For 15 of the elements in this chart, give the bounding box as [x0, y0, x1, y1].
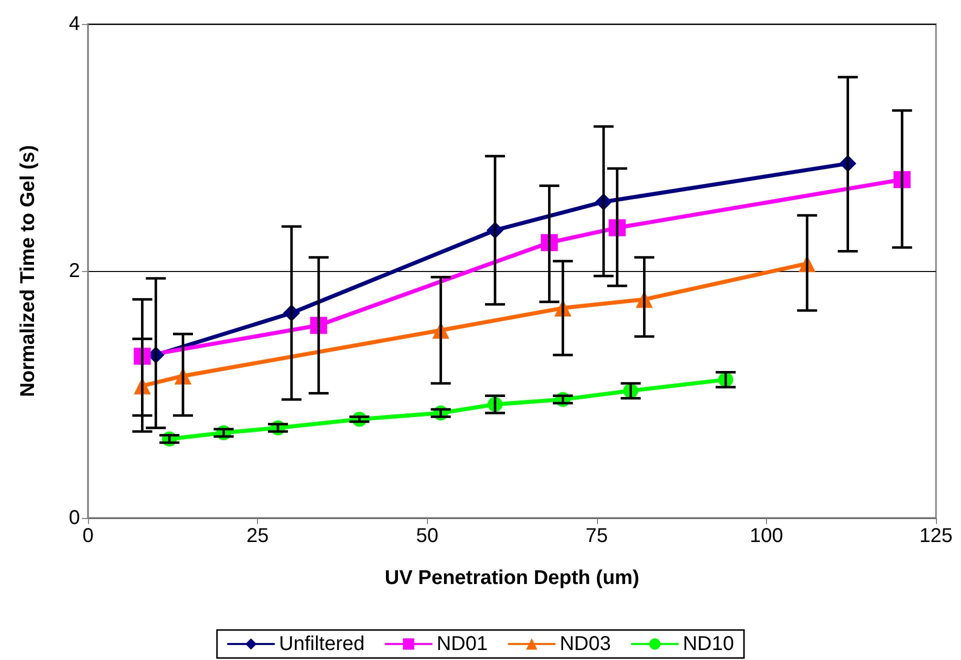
legend-label: ND10 [682, 633, 734, 655]
x-tick-label: 50 [416, 525, 438, 547]
y-tick-label: 4 [68, 13, 80, 35]
x-tick-label: 125 [919, 525, 953, 547]
y-axis-title: Normalized Time to Gel (s) [17, 145, 39, 397]
x-tick-label: 75 [586, 525, 608, 547]
legend-label: ND03 [560, 633, 611, 655]
legend-label: Unfiltered [279, 633, 365, 655]
legend-label: ND01 [436, 633, 488, 655]
x-tick-label: 100 [750, 525, 784, 547]
x-axis-title: UV Penetration Depth (um) [384, 567, 640, 589]
y-tick-label: 2 [68, 260, 80, 282]
x-tick-label: 25 [246, 525, 269, 547]
x-tick-label: 0 [82, 525, 94, 547]
y-tick-label: 0 [68, 507, 80, 529]
